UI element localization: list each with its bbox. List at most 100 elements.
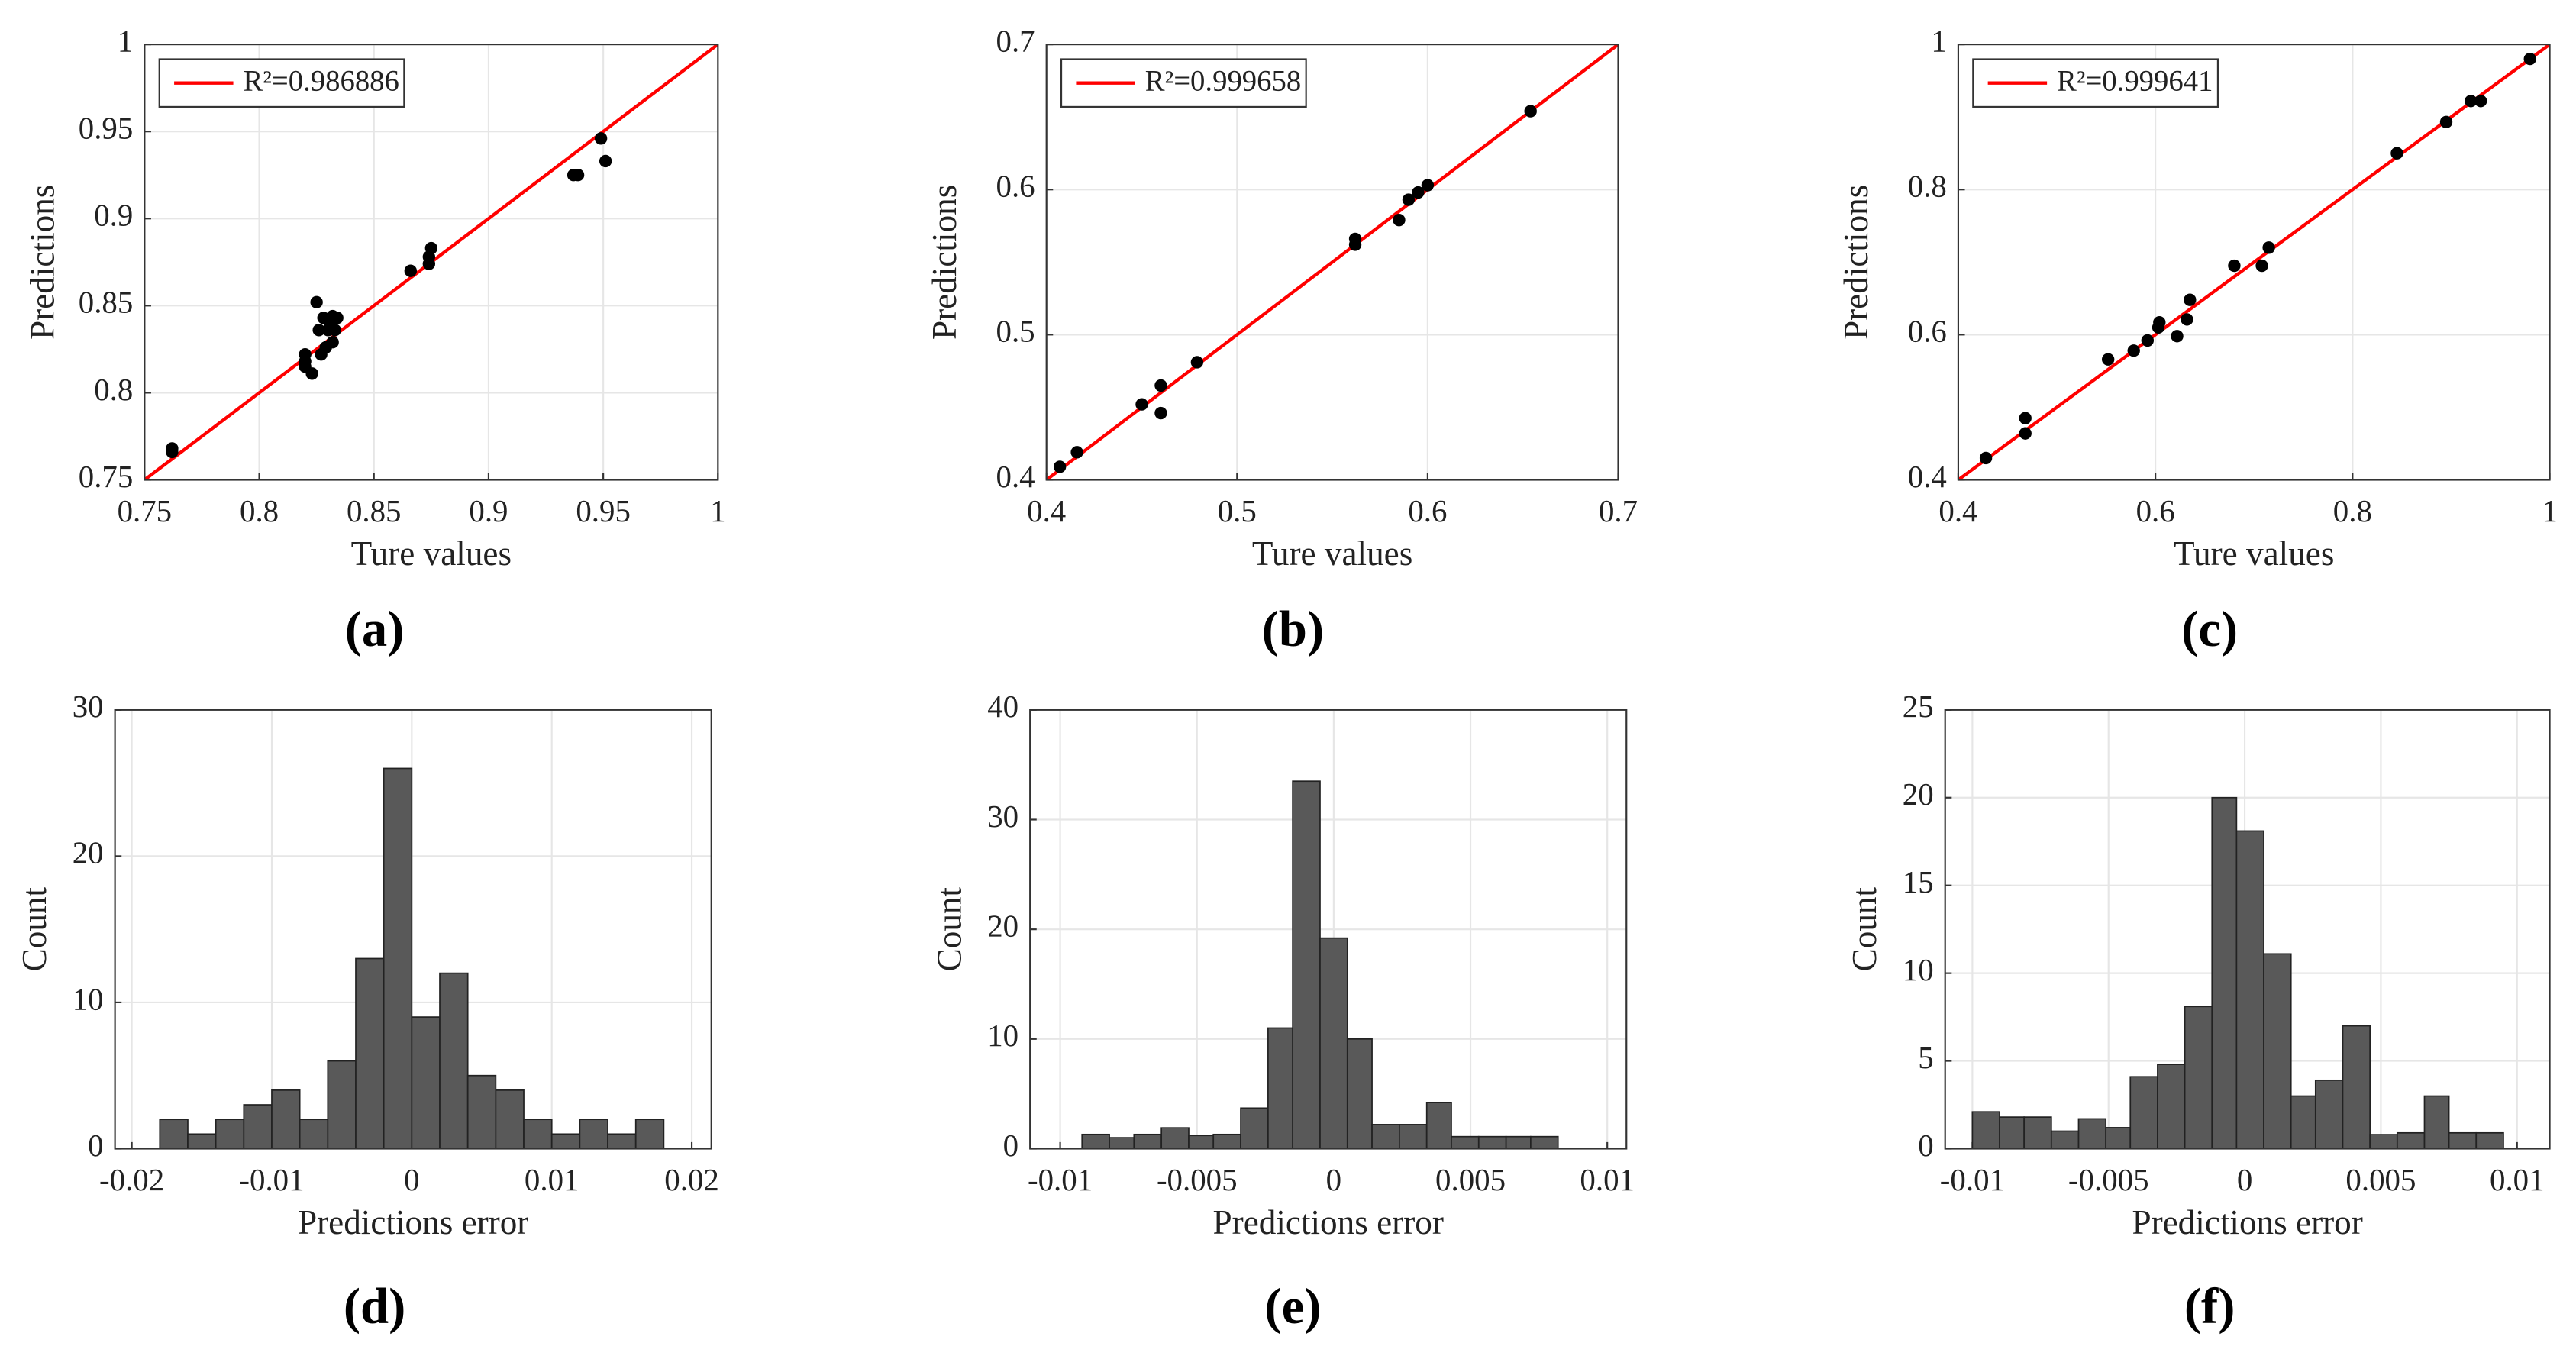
- bar: [2023, 1116, 2052, 1150]
- bar: [2342, 1025, 2371, 1150]
- y-tick-label: 0.75: [79, 460, 134, 494]
- x-axis-label: Ture values: [351, 534, 512, 573]
- y-tick-label: 0.4: [996, 460, 1035, 494]
- y-tick-label: 0.9: [94, 199, 133, 233]
- x-tick-label: -0.005: [1157, 1163, 1238, 1197]
- fit-line: [1958, 44, 2550, 480]
- bar: [2157, 1064, 2186, 1150]
- bar: [2105, 1127, 2132, 1150]
- point: [2019, 427, 2032, 440]
- x-tick-label: 0.6: [2136, 494, 2175, 528]
- y-tick-label: 0.6: [996, 169, 1035, 204]
- y-axis-label: Count: [1845, 886, 1884, 971]
- y-tick-label: 0: [88, 1128, 103, 1163]
- point: [1348, 238, 1362, 251]
- legend-label: R²=0.999658: [1145, 65, 1301, 98]
- point: [571, 169, 585, 182]
- point: [2465, 95, 2478, 108]
- x-tick-label: 0.8: [240, 494, 279, 528]
- bar: [1267, 1027, 1294, 1150]
- x-tick-label: -0.01: [1940, 1163, 2005, 1197]
- bar: [2184, 1006, 2213, 1150]
- point: [404, 264, 417, 277]
- point: [599, 154, 612, 168]
- y-tick-label: 0.4: [1908, 460, 1947, 494]
- y-tick-label: 40: [987, 689, 1018, 724]
- x-tick-label: 0.005: [1435, 1163, 1506, 1197]
- x-axis-label: Ture values: [1252, 534, 1412, 573]
- bar: [579, 1119, 608, 1150]
- y-tick-label: 20: [987, 909, 1018, 944]
- bar: [2235, 830, 2264, 1150]
- y-tick-label: 1: [118, 24, 133, 58]
- point: [1524, 105, 1537, 118]
- axes-frame: [1957, 44, 2551, 481]
- point: [2439, 115, 2453, 129]
- bar: [439, 972, 469, 1150]
- axes-frame: [144, 44, 719, 481]
- x-tick-label: 0.02: [664, 1163, 719, 1197]
- bar: [243, 1104, 273, 1150]
- x-tick-label: 1: [2542, 494, 2557, 528]
- point: [2262, 241, 2275, 254]
- point: [331, 312, 344, 324]
- subplot: 0.75 0.8 0.85 0.9 0.95 1 0.75 0.8 0.85 0.9 0.95 1 R²…: [24, 24, 726, 657]
- y-tick-label: 0.7: [996, 24, 1035, 58]
- bar: [2129, 1076, 2158, 1150]
- point: [1154, 406, 1167, 420]
- panel-label: (e): [1264, 1279, 1321, 1335]
- point: [2523, 52, 2536, 66]
- bar: [1971, 1111, 2000, 1150]
- point: [2153, 316, 2166, 329]
- bar: [215, 1119, 245, 1150]
- bar: [1505, 1135, 1532, 1150]
- bar: [1999, 1116, 2026, 1150]
- bar: [1081, 1133, 1110, 1150]
- point: [2474, 95, 2487, 108]
- point: [310, 295, 323, 308]
- bar: [187, 1133, 217, 1150]
- x-tick-label: -0.01: [239, 1163, 304, 1197]
- point: [2181, 313, 2193, 326]
- point: [2228, 259, 2241, 273]
- y-axis-label: Predictions: [1837, 185, 1875, 340]
- y-tick-label: 10: [987, 1018, 1018, 1053]
- point: [1402, 193, 1416, 206]
- bar: [1399, 1124, 1428, 1150]
- point: [326, 336, 339, 349]
- bar: [411, 1016, 441, 1150]
- x-tick-label: 0.6: [1408, 494, 1447, 528]
- x-tick-label: 0.005: [2345, 1163, 2416, 1197]
- bar: [1477, 1135, 1507, 1150]
- bar: [1240, 1107, 1269, 1150]
- bar: [355, 957, 385, 1150]
- y-tick-label: 0.6: [1908, 315, 1947, 349]
- bar: [2314, 1079, 2344, 1150]
- x-axis-label: Ture values: [2174, 534, 2334, 573]
- bar: [1188, 1135, 1215, 1150]
- subplot: -0.02 -0.01 0 0.01 0.02 0 10 20 30 Predictions er…: [15, 689, 719, 1335]
- bar: [2263, 953, 2292, 1150]
- bar: [550, 1133, 581, 1150]
- axes-frame: [114, 709, 712, 1150]
- x-tick-label: 0.01: [1580, 1163, 1635, 1197]
- legend-label: R²=0.999641: [2057, 65, 2213, 98]
- y-axis-label: Count: [15, 886, 53, 971]
- y-axis-label: Count: [930, 886, 968, 971]
- bar: [607, 1133, 637, 1150]
- x-tick-label: 0: [1326, 1163, 1341, 1197]
- x-tick-label: -0.02: [99, 1163, 164, 1197]
- y-tick-label: 0.8: [94, 373, 133, 407]
- point: [1412, 186, 1425, 199]
- x-tick-label: -0.01: [1028, 1163, 1093, 1197]
- y-tick-label: 0.8: [1908, 169, 1947, 204]
- point: [2127, 344, 2140, 357]
- point: [328, 324, 341, 337]
- x-tick-label: 0.4: [1027, 494, 1066, 528]
- point: [1154, 379, 1167, 392]
- point: [2171, 330, 2184, 343]
- y-tick-label: 0.85: [79, 286, 134, 320]
- bar: [1292, 780, 1321, 1150]
- y-tick-label: 0: [1003, 1128, 1018, 1163]
